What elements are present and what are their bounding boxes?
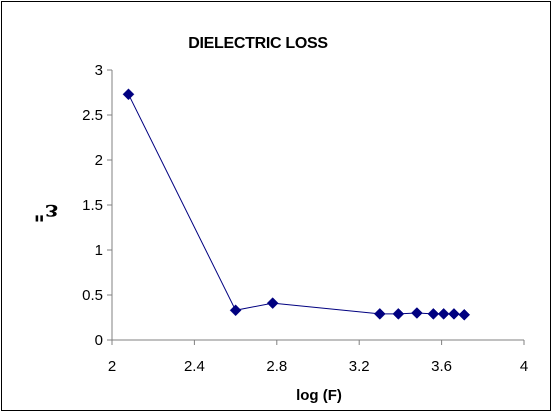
y-tick-label: 2	[95, 152, 103, 169]
data-point	[122, 88, 135, 101]
data-point	[448, 308, 460, 320]
y-tick-label: 2.5	[82, 107, 103, 124]
y-tick-label: 0	[95, 332, 103, 349]
y-tick-label: 1	[95, 242, 103, 259]
data-point	[266, 297, 279, 309]
data-point	[392, 308, 405, 320]
data-point	[373, 308, 386, 320]
data-point	[411, 307, 423, 319]
x-axis: 2 2.4 2.8 3.2 3.6 4	[108, 339, 528, 375]
y-tick-label: 3	[95, 62, 103, 79]
data-point	[437, 308, 450, 320]
y-tick-label: 0.5	[82, 287, 103, 304]
x-tick-label: 2.8	[266, 358, 287, 375]
x-axis-label: log (F)	[296, 387, 342, 404]
y-tick-label: 1.5	[82, 197, 103, 214]
x-tick-label: 3.6	[431, 358, 452, 375]
y-axis-label: ε"	[34, 199, 59, 225]
data-point	[427, 308, 440, 320]
series	[122, 88, 471, 321]
data-point	[229, 304, 242, 317]
chart-title: DIELECTRIC LOSS	[188, 35, 328, 52]
x-tick-label: 2	[108, 358, 116, 375]
x-tick-label: 3.2	[349, 358, 370, 375]
data-point	[458, 308, 471, 321]
y-axis: 0 0.5 1 1.5 2 2.5 3	[82, 62, 113, 349]
x-tick-label: 4	[520, 358, 528, 375]
x-tick-label: 2.4	[184, 358, 205, 375]
series-line	[128, 94, 465, 316]
